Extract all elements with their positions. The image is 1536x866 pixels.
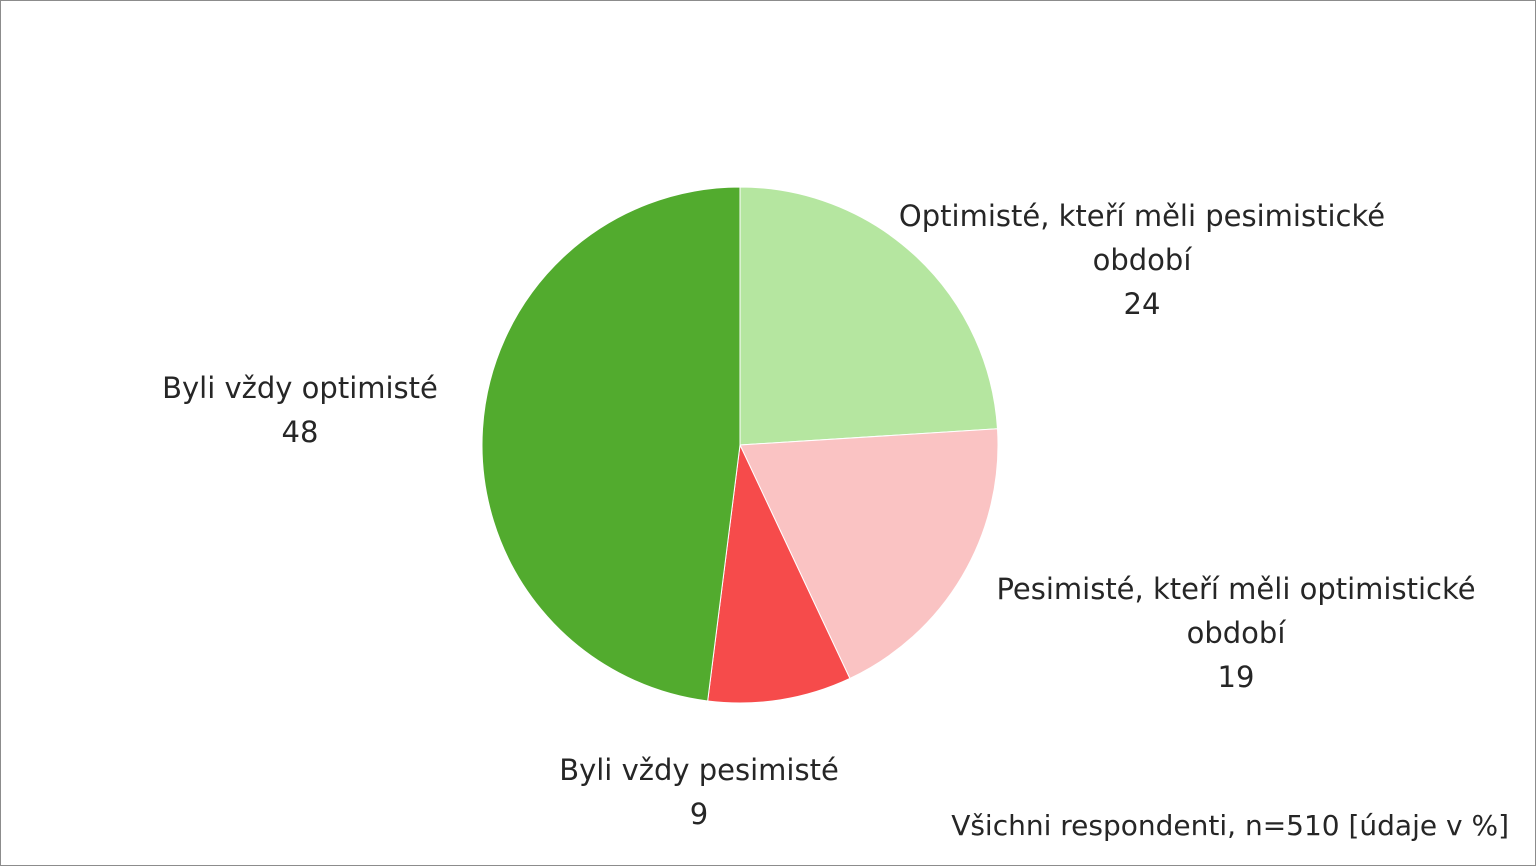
pie-slices xyxy=(481,186,999,704)
slice-value-label: 9 xyxy=(690,797,708,831)
slice-category-label: Optimisté, kteří měli pesimistické xyxy=(899,199,1385,233)
slice-category-label: Byli vždy optimisté xyxy=(162,371,438,405)
pie-slice-4 xyxy=(481,186,741,702)
slice-value-label: 24 xyxy=(1124,287,1161,321)
pie-slice-1 xyxy=(739,186,999,446)
slice-value-label: 19 xyxy=(1218,660,1255,694)
slice-label-2: Pesimisté, kteří měli optimistické období… xyxy=(996,572,1475,694)
slice-label-3: Byli vždy pesimisté 9 xyxy=(559,753,839,831)
slice-label-4: Byli vždy optimisté 48 xyxy=(162,371,438,449)
slice-category-label: Pesimisté, kteří měli optimistické xyxy=(996,572,1475,606)
slice-category-label: období xyxy=(1187,616,1287,650)
slice-category-label: Byli vždy pesimisté xyxy=(559,753,839,787)
slice-value-label: 48 xyxy=(282,415,319,449)
pie-data-labels: Optimisté, kteří měli pesimistické období… xyxy=(162,199,1475,831)
pie-slice-2 xyxy=(739,428,999,680)
slice-label-1: Optimisté, kteří měli pesimistické období… xyxy=(899,199,1385,321)
slice-category-label: období xyxy=(1093,243,1193,277)
pie-slice-3 xyxy=(707,443,851,704)
chart-note: Všichni respondenti, n=510 [údaje v %] xyxy=(951,809,1509,842)
